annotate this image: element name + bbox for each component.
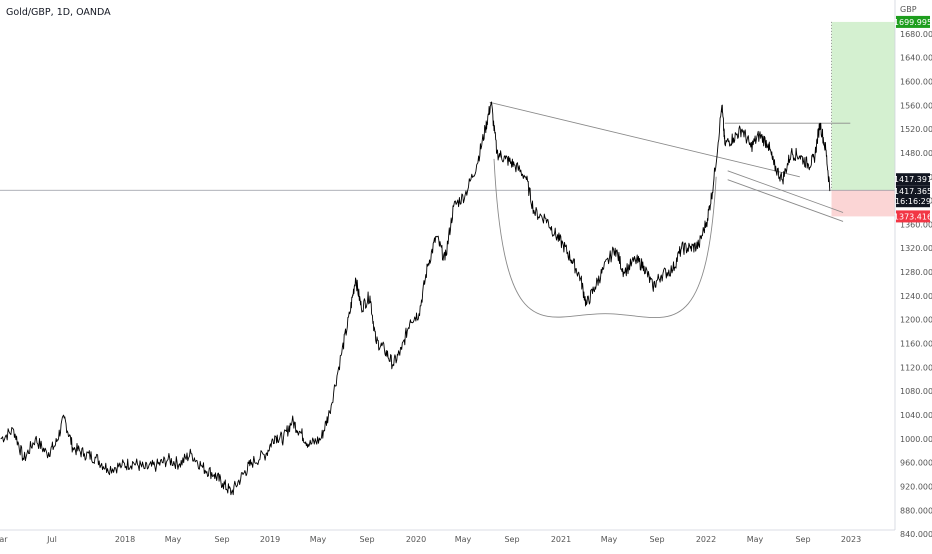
price-tick-label: 1040.000 xyxy=(900,411,932,420)
time-tick-label: Mar xyxy=(0,535,8,544)
stop-price-badge-bg xyxy=(896,210,930,223)
last-price-badge: 1417.391 xyxy=(894,175,932,184)
price-tick-label: 1600.000 xyxy=(900,77,932,86)
time-tick-label: Sep xyxy=(649,535,664,544)
position-zones xyxy=(831,21,895,217)
time-tick-label: May xyxy=(455,535,472,544)
time-tick-label: May xyxy=(165,535,182,544)
price-tick-label: 1520.000 xyxy=(900,125,932,134)
time-axis[interactable]: Mar Jul 2018 May Sep 2019 May Sep 2020 May Sep 2021… xyxy=(0,529,895,544)
profit-zone xyxy=(831,21,895,191)
stop-price-badge: 1373.416 xyxy=(894,212,932,221)
loss-zone xyxy=(831,190,895,217)
time-tick-label: May xyxy=(310,535,327,544)
cup-arc xyxy=(493,158,717,318)
price-tick-label: 840.000 xyxy=(900,530,932,539)
time-tick-label: 2018 xyxy=(115,535,135,544)
drawing-tools xyxy=(489,101,851,318)
close-price-badge: 1417.365 xyxy=(894,187,932,196)
price-tick-label: 920.000 xyxy=(900,482,932,491)
time-tick-label: 2023 xyxy=(841,535,861,544)
time-tick-label: 2019 xyxy=(260,535,280,544)
close-price-badge-bg xyxy=(896,185,930,208)
price-axis[interactable]: GBP 840.000 880.000 920.000 960.000 1000.000 1… xyxy=(894,0,932,550)
price-tick-label: 1280.000 xyxy=(900,268,932,277)
time-tick-label: 2022 xyxy=(696,535,716,544)
target-price-badge-bg xyxy=(896,15,930,28)
time-tick-label: Jul xyxy=(46,535,57,544)
price-tick-label: 1200.000 xyxy=(900,316,932,325)
price-tick-label: 960.000 xyxy=(900,459,932,468)
price-tick-label: 1360.000 xyxy=(900,220,932,229)
price-tick-label: 1120.000 xyxy=(900,363,932,372)
price-axis-unit: GBP xyxy=(900,5,917,14)
time-tick-label: May xyxy=(747,535,764,544)
symbol-label: Gold/GBP, 1D, OANDA xyxy=(6,7,111,18)
last-price-badge-bg xyxy=(896,173,930,186)
price-series xyxy=(0,101,831,496)
time-tick-label: 2020 xyxy=(406,535,426,544)
time-tick-label: 2021 xyxy=(551,535,571,544)
price-tick-label: 1240.000 xyxy=(900,292,932,301)
handle-channel-lower xyxy=(727,179,844,222)
price-axis-bg xyxy=(895,0,932,550)
handle-channel-upper xyxy=(727,170,844,213)
price-tick-label: 1480.000 xyxy=(900,149,932,158)
time-tick-label: Sep xyxy=(504,535,519,544)
price-tick-label: 1000.000 xyxy=(900,435,932,444)
price-line xyxy=(0,101,831,496)
time-tick-label: Sep xyxy=(795,535,810,544)
price-tick-label: 1560.000 xyxy=(900,101,932,110)
price-tick-label: 1320.000 xyxy=(900,244,932,253)
countdown-badge: 16:16:29 xyxy=(895,197,931,206)
time-tick-label: Sep xyxy=(359,535,374,544)
descending-trendline xyxy=(489,101,800,178)
time-tick-label: May xyxy=(601,535,618,544)
target-price-badge: 1699.995 xyxy=(894,18,932,27)
price-tick-label: 1160.000 xyxy=(900,340,932,349)
price-tick-label: 880.000 xyxy=(900,506,932,515)
price-tick-label: 1680.000 xyxy=(900,30,932,39)
time-tick-label: Sep xyxy=(214,535,229,544)
price-tick-label: 1640.000 xyxy=(900,54,932,63)
price-tick-label: 1080.000 xyxy=(900,387,932,396)
